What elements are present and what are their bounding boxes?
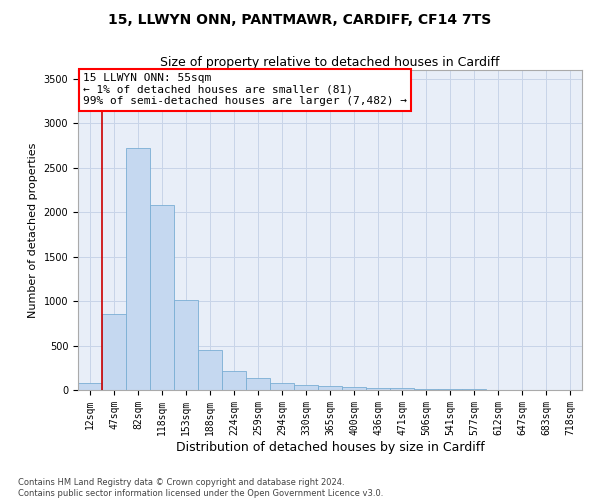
Bar bbox=[390, 388, 414, 390]
Text: 15 LLWYN ONN: 55sqm
← 1% of detached houses are smaller (81)
99% of semi-detache: 15 LLWYN ONN: 55sqm ← 1% of detached hou… bbox=[83, 73, 407, 106]
Bar bbox=[366, 388, 390, 390]
Bar bbox=[174, 300, 198, 390]
Bar bbox=[270, 384, 294, 390]
Bar bbox=[198, 350, 222, 390]
Bar bbox=[294, 385, 318, 390]
Bar bbox=[318, 386, 342, 390]
Bar bbox=[342, 387, 366, 390]
Bar bbox=[246, 378, 270, 390]
Bar bbox=[414, 388, 438, 390]
Y-axis label: Number of detached properties: Number of detached properties bbox=[28, 142, 38, 318]
Bar bbox=[438, 389, 462, 390]
Bar bbox=[102, 314, 126, 390]
Text: 15, LLWYN ONN, PANTMAWR, CARDIFF, CF14 7TS: 15, LLWYN ONN, PANTMAWR, CARDIFF, CF14 7… bbox=[109, 14, 491, 28]
Title: Size of property relative to detached houses in Cardiff: Size of property relative to detached ho… bbox=[160, 56, 500, 69]
X-axis label: Distribution of detached houses by size in Cardiff: Distribution of detached houses by size … bbox=[176, 440, 484, 454]
Bar bbox=[78, 383, 102, 390]
Bar bbox=[126, 148, 150, 390]
Text: Contains HM Land Registry data © Crown copyright and database right 2024.
Contai: Contains HM Land Registry data © Crown c… bbox=[18, 478, 383, 498]
Bar bbox=[150, 205, 174, 390]
Bar bbox=[222, 372, 246, 390]
